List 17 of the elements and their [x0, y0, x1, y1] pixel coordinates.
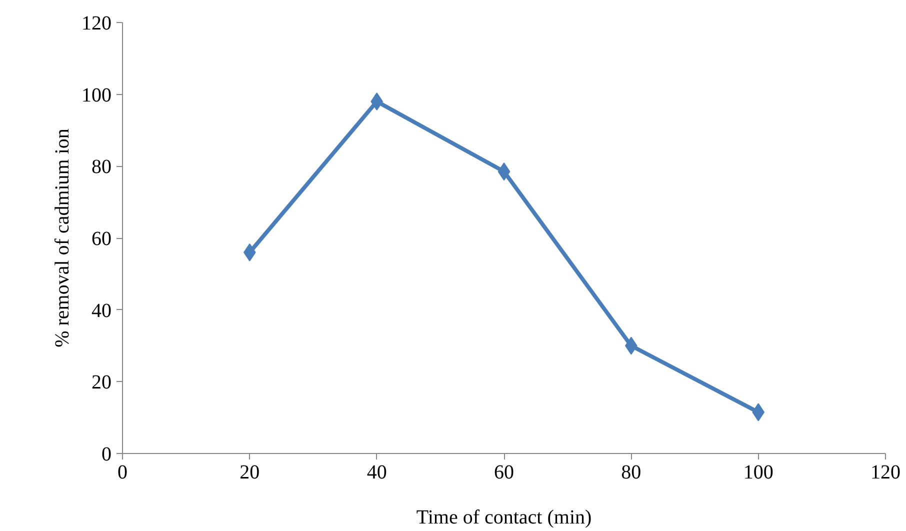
- x-tick-label: 80: [621, 462, 642, 484]
- x-tick-label: 0: [118, 462, 128, 484]
- x-tick-label: 40: [366, 462, 387, 484]
- point: [498, 162, 510, 181]
- y-tick-label: 80: [92, 156, 112, 178]
- x-tick-label: 120: [870, 462, 900, 484]
- x-axis-title: Time of contact (min): [416, 506, 592, 528]
- y-tick-label: 0: [102, 444, 112, 466]
- x-tick-label: 20: [240, 462, 260, 484]
- y-tick-label: 60: [92, 228, 112, 250]
- y-tick-label: 40: [92, 300, 112, 322]
- y-tick-label: 20: [92, 372, 112, 394]
- y-tick-label: 120: [82, 12, 112, 34]
- x-tick-label: 60: [494, 462, 514, 484]
- x-tick-label: 100: [743, 462, 774, 484]
- y-axis-title: % removal of cadmium ion: [52, 128, 74, 348]
- y-tick-label: 100: [82, 84, 112, 106]
